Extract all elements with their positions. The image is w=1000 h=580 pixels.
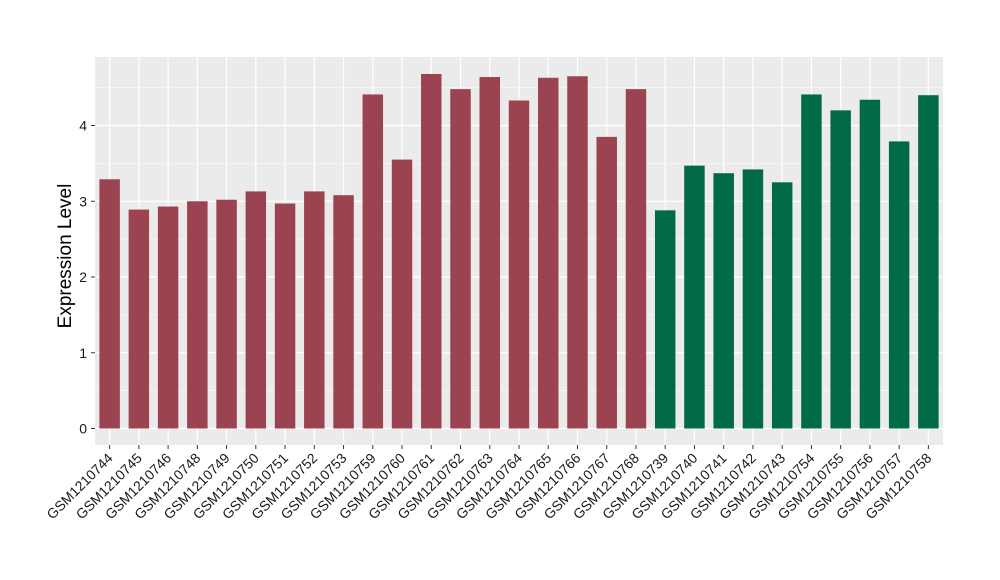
bar-GSM1210743 xyxy=(771,182,793,429)
bar-GSM1210762 xyxy=(450,89,471,429)
y-tick-label: 3 xyxy=(79,193,87,209)
bar-GSM1210753 xyxy=(333,195,354,429)
bar-GSM1210745 xyxy=(128,209,150,429)
bar-GSM1210763 xyxy=(479,77,500,429)
bar-GSM1210757 xyxy=(888,141,910,429)
y-tick-label: 1 xyxy=(79,345,87,361)
bar-GSM1210760 xyxy=(391,159,413,429)
bar-GSM1210752 xyxy=(304,191,325,429)
bar-GSM1210766 xyxy=(567,76,588,429)
bar-GSM1210759 xyxy=(362,94,384,429)
bar-GSM1210746 xyxy=(157,206,179,429)
y-tick-label: 2 xyxy=(79,269,87,285)
bar-GSM1210755 xyxy=(830,110,851,429)
bar-GSM1210750 xyxy=(245,191,267,429)
bar-GSM1210761 xyxy=(421,73,442,429)
y-tick-label: 4 xyxy=(79,118,87,134)
bar-GSM1210768 xyxy=(625,89,647,429)
bar-GSM1210758 xyxy=(918,95,939,429)
bar-GSM1210751 xyxy=(274,203,296,429)
bar-GSM1210742 xyxy=(742,169,764,429)
bar-GSM1210744 xyxy=(99,179,120,429)
bar-GSM1210749 xyxy=(216,199,237,429)
y-tick-label: 0 xyxy=(79,421,87,437)
bar-GSM1210764 xyxy=(508,100,530,429)
bar-GSM1210739 xyxy=(654,210,676,429)
bar-GSM1210741 xyxy=(713,173,734,429)
bar-GSM1210748 xyxy=(187,201,208,429)
bar-GSM1210754 xyxy=(801,94,822,429)
bar-GSM1210767 xyxy=(596,136,617,429)
bar-GSM1210740 xyxy=(684,165,705,429)
bar-GSM1210765 xyxy=(538,77,559,429)
bar-GSM1210756 xyxy=(859,99,881,429)
y-axis-title: Expression Level xyxy=(55,184,76,329)
